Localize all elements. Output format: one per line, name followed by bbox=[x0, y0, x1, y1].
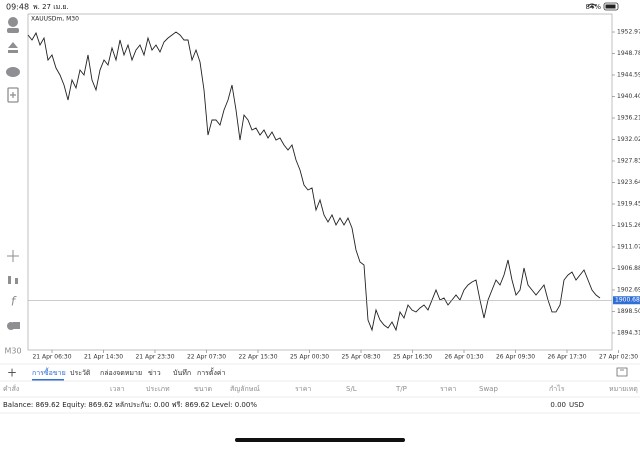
candles-icon-bar bbox=[15, 278, 18, 284]
date: พ. 27 เม.ย. bbox=[33, 3, 69, 11]
column-header: T/P bbox=[395, 385, 407, 393]
x-tick-label: 27 Apr 02:30 bbox=[599, 354, 638, 361]
account-icon[interactable] bbox=[8, 17, 18, 27]
clock: 09:48 bbox=[6, 3, 29, 12]
x-tick-label: 26 Apr 17:30 bbox=[547, 354, 586, 361]
x-tick-label: 21 Apr 06:30 bbox=[32, 354, 71, 361]
column-header: สัญลักษณ์ bbox=[230, 385, 260, 393]
chat-icon[interactable] bbox=[6, 67, 20, 77]
tab[interactable]: ข่าว bbox=[148, 369, 161, 377]
add-button[interactable]: + bbox=[7, 366, 17, 380]
expand-icon[interactable] bbox=[616, 367, 628, 377]
y-tick-label: 1898.500 bbox=[617, 308, 640, 315]
chart-title: XAUUSDm, M30 bbox=[31, 16, 79, 23]
y-tick-label: 1932.020 bbox=[617, 136, 640, 143]
home-indicator bbox=[235, 438, 405, 442]
tab[interactable]: ประวัติ bbox=[70, 369, 91, 377]
column-header: เวลา bbox=[110, 385, 125, 393]
new-order-icon[interactable] bbox=[7, 87, 19, 103]
indicator-icon[interactable]: f bbox=[11, 295, 17, 309]
chart-frame bbox=[27, 13, 613, 351]
current-price-tag bbox=[613, 296, 640, 305]
trade-icon[interactable] bbox=[8, 42, 18, 53]
y-tick-label: 1936.210 bbox=[617, 114, 640, 121]
crosshair-icon[interactable] bbox=[7, 250, 19, 262]
column-header: S/L bbox=[346, 385, 357, 393]
plus-icon bbox=[10, 92, 16, 98]
y-tick-label: 1944.590 bbox=[617, 72, 640, 79]
toolbar: f M30 bbox=[4, 17, 22, 356]
column-headers: คำสั่ง เวลา ประเภท ขนาด สัญลักษณ์ ราคา S/L T/P ร… bbox=[3, 384, 638, 393]
column-header: คำสั่ง bbox=[3, 384, 19, 393]
x-tick-label: 26 Apr 01:30 bbox=[444, 354, 483, 361]
x-tick-label: 26 Apr 09:30 bbox=[496, 354, 535, 361]
current-price-label: 1900.689 bbox=[615, 297, 640, 304]
y-tick-label: 1940.400 bbox=[617, 93, 640, 100]
y-tick-label: 1919.450 bbox=[617, 200, 640, 207]
column-header: ราคา bbox=[295, 385, 311, 393]
y-tick-label: 1911.070 bbox=[617, 243, 640, 250]
y-tick-label: 1952.970 bbox=[617, 29, 640, 36]
x-tick-label: 25 Apr 08:30 bbox=[341, 354, 380, 361]
y-tick-label: 1902.690 bbox=[617, 286, 640, 293]
column-header: ขนาด bbox=[194, 385, 212, 393]
account-icon-body bbox=[7, 28, 19, 33]
x-tick-label: 25 Apr 16:30 bbox=[393, 354, 432, 361]
active-tab-underline bbox=[32, 379, 64, 381]
tab[interactable]: กล่องจดหมาย bbox=[100, 369, 142, 377]
y-tick-label: 1906.880 bbox=[617, 265, 640, 272]
objects-icon-square bbox=[13, 322, 20, 329]
timeframe-button[interactable]: M30 bbox=[4, 347, 21, 356]
battery-fill bbox=[605, 4, 616, 9]
y-tick-label: 1915.260 bbox=[617, 222, 640, 229]
price-line bbox=[27, 31, 601, 332]
battery-icon bbox=[603, 2, 619, 11]
currency: USD bbox=[569, 401, 584, 409]
column-header: กำไร bbox=[549, 384, 565, 393]
x-tick-label: 22 Apr 07:30 bbox=[187, 354, 226, 361]
column-header: หมายเหตุ bbox=[609, 385, 638, 393]
y-tick-label: 1923.640 bbox=[617, 179, 640, 186]
y-tick-label: 1927.830 bbox=[617, 157, 640, 164]
x-tick-label: 21 Apr 14:30 bbox=[84, 354, 123, 361]
column-header: Swap bbox=[479, 385, 498, 393]
x-tick-label: 25 Apr 00:30 bbox=[290, 354, 329, 361]
wifi-icon bbox=[587, 3, 597, 8]
column-header: ประเภท bbox=[146, 385, 170, 393]
tab[interactable]: การซื้อขาย bbox=[32, 366, 66, 377]
column-header: ราคา bbox=[440, 385, 456, 393]
total-profit: 0.00 bbox=[550, 401, 566, 409]
plot: 1952.970 1948.780 1944.590 1940.400 1936.210… bbox=[27, 29, 640, 361]
x-tick-label: 22 Apr 15:30 bbox=[238, 354, 277, 361]
candles-icon[interactable] bbox=[8, 276, 11, 284]
balance-summary: Balance: 869.62 Equity: 869.62 หลักประกั… bbox=[3, 401, 257, 409]
tab[interactable]: การตั้งค่า bbox=[197, 366, 226, 377]
y-tick-label: 1894.310 bbox=[617, 329, 640, 336]
x-tick-label: 21 Apr 23:30 bbox=[135, 354, 174, 361]
tab[interactable]: บันทึก bbox=[173, 368, 191, 377]
y-tick-label: 1948.780 bbox=[617, 50, 640, 57]
tab-bar: การซื้อขาย ประวัติ กล่องจดหมาย ข่าว บันทึก กา… bbox=[32, 366, 226, 381]
